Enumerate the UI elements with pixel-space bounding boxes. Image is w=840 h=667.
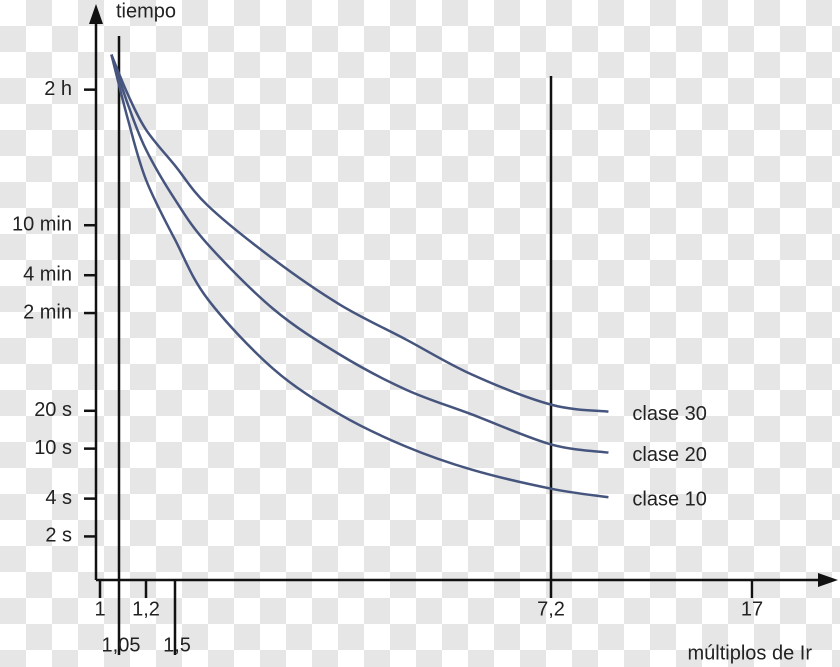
x-tick-label: 17 <box>741 598 763 620</box>
x-axis-arrow <box>818 573 838 587</box>
x-tick-label: 7,2 <box>537 598 565 620</box>
x-tick-label: 1 <box>94 598 105 620</box>
y-tick-label: 2 min <box>23 301 72 323</box>
y-tick-label: 2 h <box>44 78 72 100</box>
series-label: clase 20 <box>632 444 707 466</box>
y-tick-label: 10 s <box>34 437 72 459</box>
y-tick-label: 4 min <box>23 264 72 286</box>
y-axis-title: tiempo <box>116 0 176 22</box>
curve <box>110 54 609 413</box>
x-axis-title: múltiplos de Ir <box>688 642 813 664</box>
x-tick-label: 1,05 <box>102 634 141 656</box>
series-label: clase 30 <box>632 403 707 425</box>
y-tick-label: 2 s <box>45 525 72 547</box>
series-label: clase 10 <box>632 489 707 511</box>
y-tick-label: 10 min <box>12 214 72 236</box>
y-tick-label: 4 s <box>45 487 72 509</box>
y-axis-arrow <box>89 4 103 24</box>
x-tick-label: 1,5 <box>163 634 191 656</box>
y-tick-label: 20 s <box>34 399 72 421</box>
curve <box>110 54 609 499</box>
x-tick-label: 1,2 <box>132 598 160 620</box>
curve <box>110 54 609 454</box>
